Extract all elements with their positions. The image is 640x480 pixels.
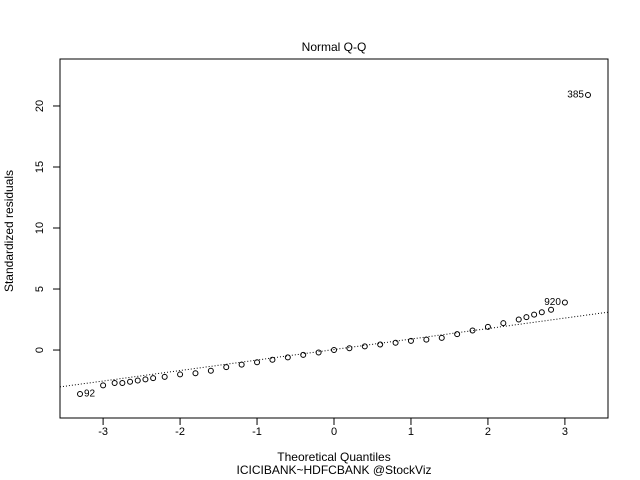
plot-box	[59, 58, 609, 419]
point-label: 92	[84, 389, 96, 400]
point	[346, 345, 353, 352]
point	[119, 379, 126, 386]
point	[484, 323, 491, 330]
point	[407, 337, 414, 344]
point	[515, 316, 522, 323]
point	[438, 334, 445, 341]
x-tick-label: 3	[562, 426, 568, 438]
point	[500, 320, 507, 327]
point	[284, 354, 291, 361]
point	[423, 336, 430, 343]
point	[561, 299, 568, 306]
y-tick-label: 5	[34, 286, 46, 292]
chart-title: Normal Q-Q	[302, 40, 367, 54]
point	[150, 375, 157, 382]
x-axis-label: Theoretical Quantiles	[277, 450, 390, 464]
point	[192, 370, 199, 377]
point	[177, 371, 184, 378]
point	[392, 339, 399, 346]
point	[161, 373, 168, 380]
point	[523, 314, 530, 321]
point-label: 920	[544, 297, 561, 308]
point-label: 385	[567, 90, 584, 101]
qq-line	[60, 311, 608, 388]
x-tick-label: -3	[98, 426, 108, 438]
point	[361, 343, 368, 350]
y-tick-label: 15	[34, 161, 46, 173]
point	[223, 364, 230, 371]
x-tick-label: 1	[408, 426, 414, 438]
point	[454, 331, 461, 338]
y-tick-label: 10	[34, 222, 46, 234]
point	[331, 347, 337, 354]
point	[238, 361, 245, 368]
point	[269, 356, 276, 363]
point	[300, 351, 307, 358]
x-tick-label: -1	[252, 426, 262, 438]
point	[207, 367, 214, 374]
x-tick-label: -2	[175, 426, 185, 438]
subtitle: ICICIBANK~HDFCBANK @StockViz	[236, 463, 431, 477]
point	[531, 311, 538, 318]
point	[584, 91, 591, 98]
y-tick-label: 20	[34, 100, 46, 112]
y-tick-label: 0	[34, 347, 46, 353]
point	[469, 327, 476, 334]
y-axis-label: Standardized residuals	[2, 170, 16, 292]
point	[127, 378, 134, 385]
point	[77, 390, 84, 397]
x-tick-label: 2	[485, 426, 491, 438]
point	[100, 382, 107, 389]
point	[111, 379, 118, 386]
point	[538, 309, 545, 316]
x-tick-label: 0	[331, 426, 337, 438]
point	[142, 376, 149, 383]
point	[377, 341, 384, 348]
point	[134, 377, 141, 384]
point	[254, 359, 261, 366]
point	[315, 349, 322, 356]
point	[548, 306, 555, 313]
